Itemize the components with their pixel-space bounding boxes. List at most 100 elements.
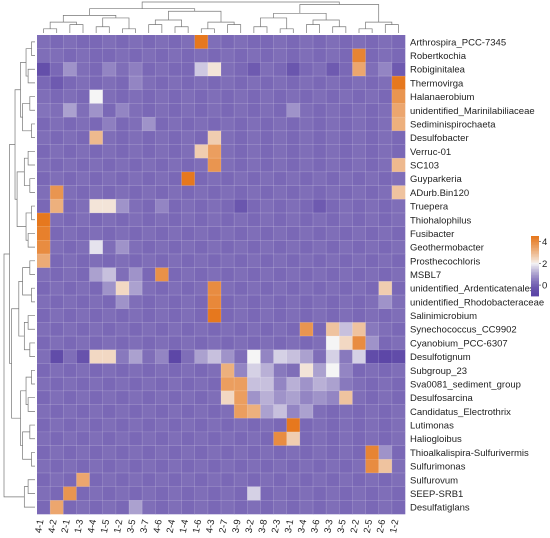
heatmap-cell	[260, 459, 274, 474]
heatmap-cell	[194, 349, 209, 364]
heatmap-cell	[37, 130, 51, 145]
heatmap-cell	[76, 240, 90, 255]
heatmap-cell	[37, 431, 51, 446]
heatmap-cell	[76, 459, 90, 474]
heatmap-cell	[234, 459, 248, 474]
heatmap-cell	[286, 377, 301, 392]
heatmap-cell	[286, 185, 301, 200]
heatmap-cell	[365, 308, 380, 323]
heatmap-cell	[181, 363, 196, 378]
column-label: 1-4	[178, 519, 191, 534]
heatmap-cell	[365, 418, 380, 433]
column-label: 2-3	[270, 519, 283, 534]
heatmap-cell	[194, 212, 209, 227]
heatmap-cell	[207, 308, 222, 323]
heatmap-cell	[76, 103, 90, 118]
heatmap-cell	[247, 295, 261, 310]
heatmap-cell	[63, 486, 77, 501]
heatmap-cell	[234, 500, 248, 515]
heatmap-cell	[155, 431, 169, 446]
heatmap-cell	[365, 431, 380, 446]
heatmap-cell	[352, 130, 366, 145]
dendrogram-branch	[27, 397, 35, 412]
heatmap-cell	[181, 404, 196, 419]
heatmap-cell	[313, 363, 327, 378]
legend-swatch	[531, 294, 539, 297]
heatmap-cell	[50, 103, 64, 118]
heatmap-cell	[221, 459, 235, 474]
heatmap-cell	[339, 130, 353, 145]
heatmap-cell	[76, 295, 90, 310]
heatmap-cell	[129, 404, 143, 419]
heatmap-cell	[168, 171, 182, 186]
heatmap-cell	[378, 472, 393, 487]
heatmap-cell	[234, 445, 248, 460]
heatmap-cell	[50, 199, 64, 214]
heatmap-cell	[313, 185, 327, 200]
heatmap-cell	[352, 226, 366, 241]
heatmap-cell	[273, 390, 288, 405]
heatmap-cell	[155, 459, 169, 474]
heatmap-cell	[247, 48, 261, 63]
dendrogram-branch	[27, 479, 35, 494]
heatmap-cell	[234, 363, 248, 378]
heatmap-cell	[155, 48, 169, 63]
heatmap-cell	[76, 363, 90, 378]
heatmap-cell	[286, 144, 301, 159]
heatmap-cell	[273, 349, 288, 364]
heatmap-cell	[260, 212, 274, 227]
heatmap-cell	[155, 185, 169, 200]
dendrogram-branch	[174, 26, 189, 33]
heatmap-cell	[339, 158, 353, 173]
heatmap-cell	[234, 48, 248, 63]
heatmap-cell	[391, 418, 406, 433]
heatmap-cell	[142, 103, 156, 118]
heatmap-cell	[234, 158, 248, 173]
heatmap-cell	[391, 62, 406, 77]
legend-swatch	[531, 278, 539, 280]
heatmap-cell	[247, 89, 261, 104]
heatmap-cell	[89, 336, 104, 351]
row-label: Lutimonas	[410, 421, 454, 432]
heatmap-cell	[260, 226, 274, 241]
heatmap-cell	[260, 240, 274, 255]
row-label: SC103	[410, 161, 439, 172]
heatmap-cell	[352, 185, 366, 200]
row-label: Haliogloibus	[410, 434, 462, 445]
heatmap-cell	[50, 171, 64, 186]
dendrogram-branch	[20, 390, 27, 446]
heatmap-cell	[286, 390, 301, 405]
heatmap-cell	[339, 62, 353, 77]
heatmap-cell	[76, 336, 90, 351]
legend-swatch	[531, 288, 539, 291]
heatmap-cell	[286, 76, 301, 91]
heatmap-cell	[273, 185, 288, 200]
heatmap-cell	[76, 158, 90, 173]
heatmap-cell	[326, 253, 340, 268]
heatmap-cell	[286, 158, 301, 173]
heatmap-cell	[260, 35, 274, 49]
heatmap-cell	[326, 144, 340, 159]
heatmap-cell	[142, 89, 156, 104]
heatmap-cell	[181, 158, 196, 173]
heatmap-cell	[142, 35, 156, 49]
heatmap-cell	[286, 418, 301, 433]
heatmap-cell	[129, 308, 143, 323]
heatmap-cell	[89, 171, 104, 186]
heatmap-cell	[313, 130, 327, 145]
heatmap-cell	[142, 363, 156, 378]
heatmap-cell	[352, 240, 366, 255]
heatmap-cells	[37, 35, 406, 515]
heatmap-cell	[286, 199, 301, 214]
heatmap-cell	[168, 308, 182, 323]
heatmap-cell	[221, 472, 235, 487]
heatmap-cell	[194, 253, 209, 268]
heatmap-cell	[207, 199, 222, 214]
legend-swatch	[531, 236, 539, 238]
heatmap-cell	[365, 486, 380, 501]
heatmap-cell	[299, 322, 314, 337]
heatmap-cell	[168, 212, 182, 227]
heatmap-cell	[326, 103, 340, 118]
heatmap-cell	[115, 76, 130, 91]
heatmap-cell	[207, 404, 222, 419]
